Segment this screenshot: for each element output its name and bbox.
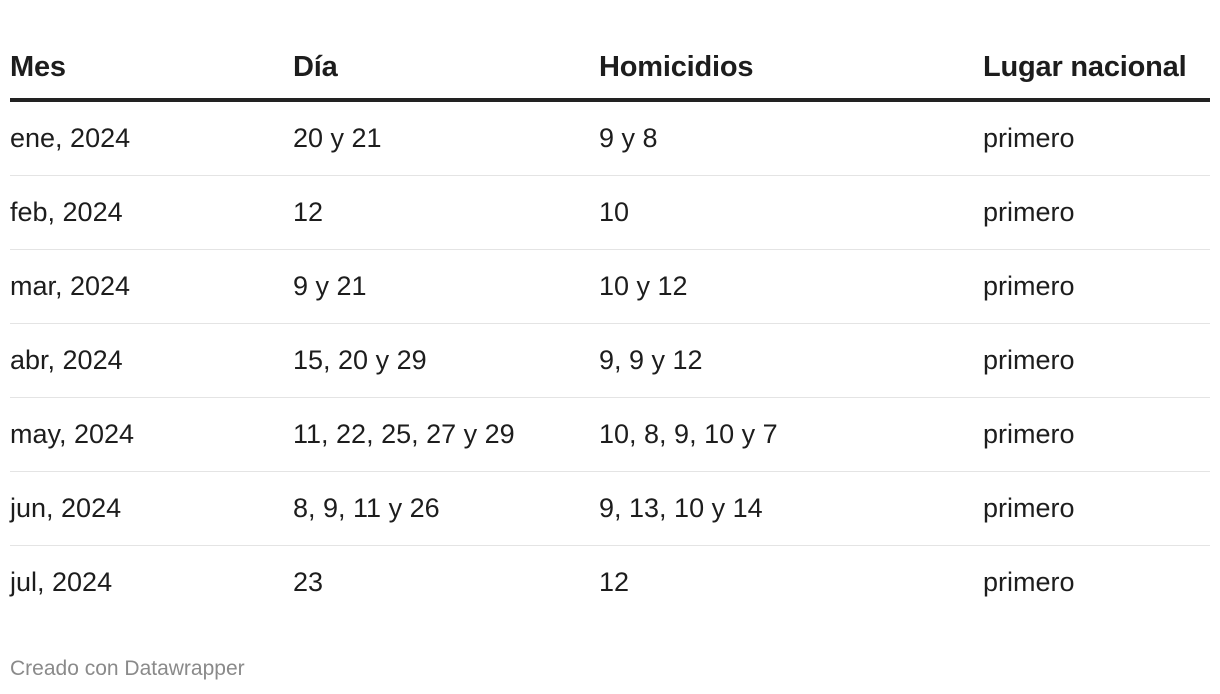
table-row: mar, 2024 9 y 21 10 y 12 primero xyxy=(10,249,1210,324)
table-cell-mes: ene, 2024 xyxy=(10,100,293,176)
column-header-lugar-nacional[interactable]: Lugar nacional xyxy=(983,36,1210,102)
table-cell-homicidios: 12 xyxy=(599,567,630,597)
table-row: abr, 2024 15, 20 y 29 9, 9 y 12 primero xyxy=(10,323,1210,398)
table-cell-dia: 11, 22, 25, 27 y 29 xyxy=(293,397,599,472)
table-cell-lugar-nacional: primero xyxy=(983,471,1210,546)
column-header-dia[interactable]: Día xyxy=(293,36,599,102)
table-cell-homicidios: 10 xyxy=(599,175,983,250)
data-table-container: Mes Día Homicidios Lugar nacional ene, 2… xyxy=(10,36,1210,619)
table-cell-lugar-nacional: primero xyxy=(983,567,1075,597)
table-row: ene, 2024 20 y 21 9 y 8 primero xyxy=(10,100,1210,176)
table-row: jun, 2024 8, 9, 11 y 26 9, 13, 10 y 14 p… xyxy=(10,471,1210,546)
table-cell-homicidios: 9 y 8 xyxy=(599,100,983,176)
table-body: ene, 2024 20 y 21 9 y 8 primero feb, 202… xyxy=(10,100,1210,619)
header-row: Mes Día Homicidios Lugar nacional xyxy=(10,36,1210,102)
table-cell-dia: 23 xyxy=(293,567,324,597)
table-cell-dia: 20 y 21 xyxy=(293,100,599,176)
table-cell-dia: 15, 20 y 29 xyxy=(293,323,599,398)
table-row: may, 2024 11, 22, 25, 27 y 29 10, 8, 9, … xyxy=(10,397,1210,472)
table-cell-mes: feb, 2024 xyxy=(10,175,293,250)
table-row: jul, 2024 23 12 primero xyxy=(10,546,1210,620)
table-cell-mes: mar, 2024 xyxy=(10,249,293,324)
table-cell-mes: jun, 2024 xyxy=(10,471,293,546)
table-cell-mes: jul, 2024 xyxy=(10,567,113,597)
table-cell-homicidios: 9, 13, 10 y 14 xyxy=(599,471,983,546)
table-cell-lugar-nacional: primero xyxy=(983,397,1210,472)
table-cell-dia: 9 y 21 xyxy=(293,249,599,324)
table-cell-mes: may, 2024 xyxy=(10,397,293,472)
table-cell-lugar-nacional: primero xyxy=(983,323,1210,398)
table-cell-dia: 12 xyxy=(293,175,599,250)
table-cell-lugar-nacional: primero xyxy=(983,175,1210,250)
table-header: Mes Día Homicidios Lugar nacional xyxy=(10,36,1210,102)
table-cell-homicidios: 9, 9 y 12 xyxy=(599,323,983,398)
table-cell-mes: abr, 2024 xyxy=(10,323,293,398)
table-cell-homicidios: 10, 8, 9, 10 y 7 xyxy=(599,397,983,472)
footer-credit: Creado con Datawrapper xyxy=(10,657,245,680)
data-table: Mes Día Homicidios Lugar nacional ene, 2… xyxy=(10,36,1210,619)
table-row: feb, 2024 12 10 primero xyxy=(10,175,1210,250)
table-cell-homicidios: 10 y 12 xyxy=(599,249,983,324)
table-cell-dia: 8, 9, 11 y 26 xyxy=(293,471,599,546)
table-cell-lugar-nacional: primero xyxy=(983,249,1210,324)
table-cell-lugar-nacional: primero xyxy=(983,100,1210,176)
column-header-mes[interactable]: Mes xyxy=(10,36,293,102)
column-header-homicidios[interactable]: Homicidios xyxy=(599,36,983,102)
